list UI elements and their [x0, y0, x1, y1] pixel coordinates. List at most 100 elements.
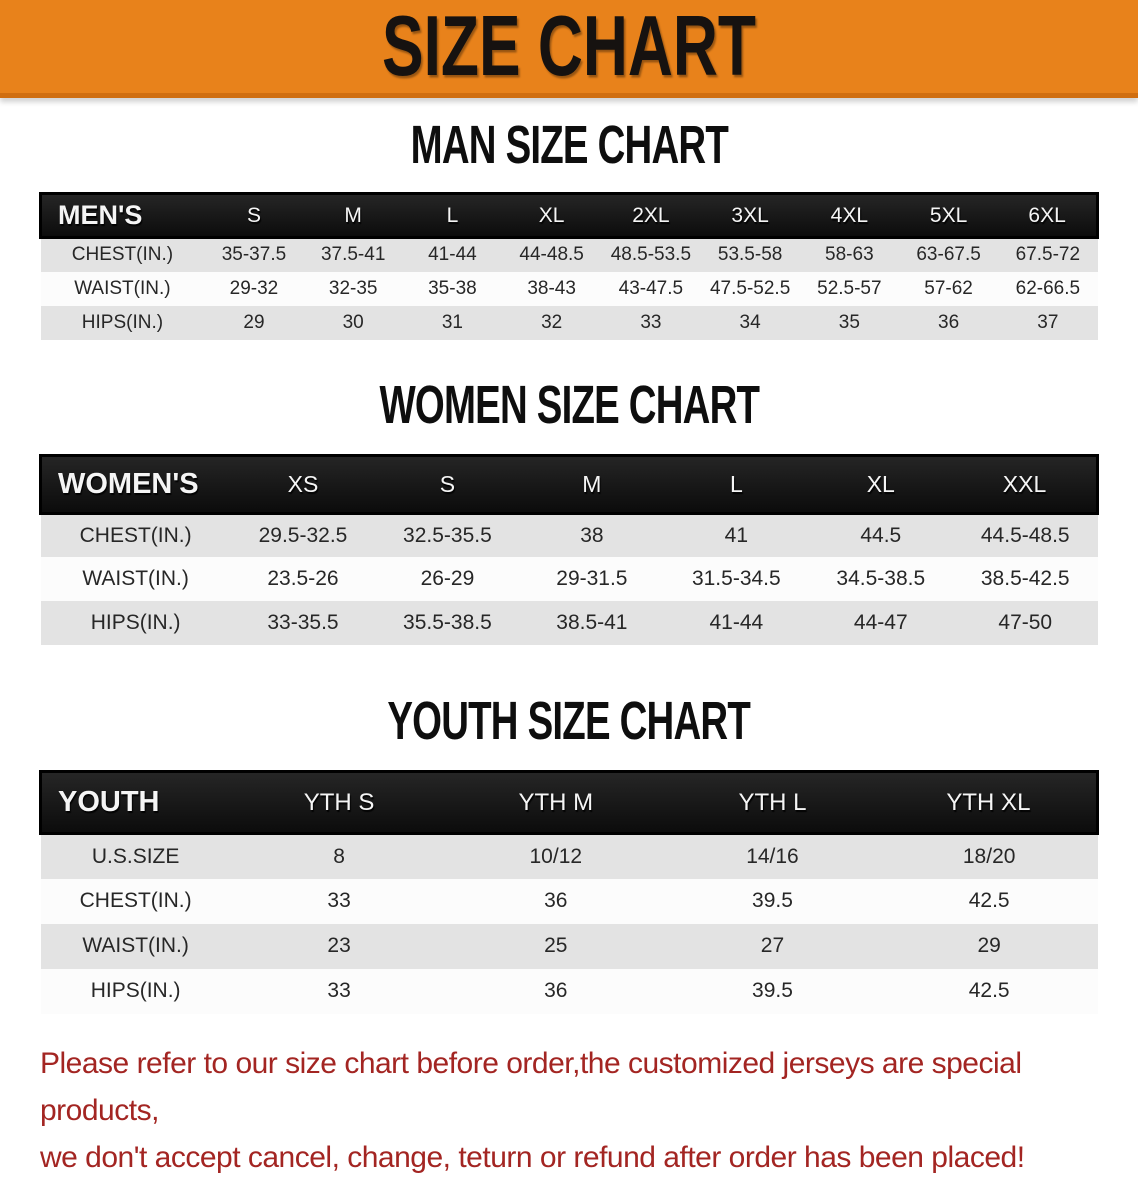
column-header: XL	[502, 192, 602, 239]
column-header: M	[303, 192, 403, 239]
table-row: WAIST(IN.) 23.5-26 26-29 29-31.5 31.5-34.5 34…	[40, 557, 1098, 601]
size-value: 32-35	[328, 277, 378, 299]
size-value: 38.5-41	[556, 611, 628, 634]
section-youth: YOUTH SIZE CHART YOUTH YTH S YTH M YTH L YTH…	[0, 691, 1138, 1014]
size-value: 10/12	[529, 844, 583, 868]
size-value: 58-63	[825, 244, 874, 266]
size-value: 33	[640, 311, 662, 333]
column-header: 5XL	[898, 192, 999, 239]
column-header: L	[664, 453, 809, 515]
column-header: 4XL	[799, 192, 899, 239]
disclaimer-line-1: Please refer to our size chart before or…	[40, 1046, 1022, 1127]
size-value: 62-66.5	[1015, 277, 1081, 299]
section-women: WOMEN SIZE CHART WOMEN'S XS S M L XL XXL CHEST(…	[0, 375, 1138, 645]
size-value: 33-35.5	[267, 611, 339, 634]
size-value: 34.5-38.5	[836, 567, 926, 590]
size-value: 57-62	[924, 277, 973, 299]
column-header: YTH XL	[880, 770, 1099, 835]
size-value: 18/20	[962, 844, 1016, 868]
youth-section-title: YOUTH SIZE CHART	[387, 691, 751, 752]
size-value: 38	[580, 523, 604, 547]
column-header: S	[375, 453, 520, 515]
column-header: YTH M	[447, 770, 665, 835]
size-value: 47.5-52.5	[709, 277, 791, 299]
size-value: 23.5-26	[267, 567, 339, 590]
table-row: CHEST(IN.) 33 36 39.5 42.5	[40, 878, 1098, 924]
table-row: HIPS(IN.) 33 36 39.5 42.5	[40, 968, 1098, 1014]
size-value: 67.5-72	[1015, 244, 1081, 266]
column-header: L	[402, 192, 503, 239]
table-row: CHEST(IN.) 35-37.5 37.5-41 41-44 44-48.5 48.5…	[40, 237, 1098, 272]
table-row: WAIST(IN.) 23 25 27 29	[40, 923, 1098, 969]
size-value: 48.5-53.5	[610, 244, 692, 266]
table-row: HIPS(IN.) 29 30 31 32 33 34 35 36 37	[40, 305, 1098, 340]
size-value: 36	[544, 979, 568, 1002]
men-section-heading: MAN SIZE CHART	[0, 115, 1138, 176]
row-label: WAIST(IN.)	[82, 567, 189, 590]
table-row: U.S.SIZE 8 10/12 14/16 18/20	[40, 833, 1098, 879]
size-value: 44-48.5	[519, 244, 584, 266]
size-value: 27	[760, 934, 785, 957]
table-header-label: YOUTH	[38, 770, 231, 835]
size-value: 52.5-57	[817, 277, 882, 299]
size-value: 14/16	[746, 844, 799, 868]
column-header: 2XL	[601, 192, 701, 239]
row-label: U.S.SIZE	[91, 844, 180, 868]
row-label: CHEST(IN.)	[71, 244, 174, 266]
youth-section-heading: YOUTH SIZE CHART	[0, 691, 1138, 752]
row-label: HIPS(IN.)	[81, 311, 164, 333]
size-value: 29-31.5	[556, 567, 628, 590]
size-value: 29	[243, 311, 265, 333]
size-value: 36	[938, 311, 960, 333]
column-header: XXL	[953, 453, 1100, 515]
row-label: WAIST(IN.)	[82, 934, 189, 957]
size-value: 42.5	[968, 889, 1010, 912]
table-row: HIPS(IN.) 33-35.5 35.5-38.5 38.5-41 41-44 44-…	[40, 601, 1098, 645]
size-value: 39.5	[752, 979, 793, 1002]
size-value: 33	[327, 979, 351, 1002]
size-value: 30	[342, 311, 364, 333]
table-header-row: YOUTH YTH S YTH M YTH L YTH XL	[38, 770, 1099, 835]
disclaimer: Please refer to our size chart before or…	[0, 1040, 1138, 1181]
column-header: XL	[808, 453, 954, 515]
size-value: 35-37.5	[221, 244, 287, 266]
size-value: 47-50	[998, 611, 1053, 634]
table-header-row: MEN'S S M L XL 2XL 3XL 4XL 5XL 6XL	[39, 192, 1100, 239]
row-label: CHEST(IN.)	[79, 523, 192, 547]
size-value: 35-38	[428, 277, 477, 299]
column-header: 3XL	[700, 192, 800, 239]
column-header: M	[519, 453, 665, 515]
column-header: YTH L	[664, 770, 881, 835]
size-value: 35	[838, 311, 860, 333]
row-label: WAIST(IN.)	[74, 277, 171, 299]
section-men: MAN SIZE CHART MEN'S S M L XL 2XL 3XL 4XL 5XL 6XL…	[0, 115, 1138, 340]
size-value: 34	[739, 311, 761, 333]
size-value: 39.5	[752, 889, 793, 912]
table-header-row: WOMEN'S XS S M L XL XXL	[38, 453, 1100, 515]
table-header-label: MEN'S	[39, 192, 205, 239]
banner: SIZE CHART	[0, 0, 1138, 98]
row-label: CHEST(IN.)	[79, 889, 192, 912]
banner-title: SIZE CHART	[382, 0, 756, 95]
column-header: XS	[230, 453, 376, 515]
men-section-title: MAN SIZE CHART	[410, 115, 728, 176]
size-value: 43-47.5	[618, 277, 684, 299]
column-header: YTH S	[230, 770, 448, 835]
women-size-table: WOMEN'S XS S M L XL XXL CHEST(IN.) 29.5-32.5 32.5…	[38, 453, 1100, 645]
size-value: 29	[977, 934, 1001, 957]
size-value: 31	[441, 311, 463, 333]
size-value: 31.5-34.5	[691, 567, 781, 590]
size-value: 36	[544, 889, 568, 912]
size-value: 23	[327, 934, 351, 957]
women-section-heading: WOMEN SIZE CHART	[0, 375, 1138, 435]
size-value: 44.5-48.5	[980, 523, 1070, 547]
women-section-title: WOMEN SIZE CHART	[379, 375, 760, 435]
size-value: 32	[541, 311, 563, 333]
size-value: 26-29	[420, 567, 475, 590]
row-label: HIPS(IN.)	[90, 611, 181, 634]
size-value: 33	[327, 889, 351, 912]
disclaimer-line-2: we don't accept cancel, change, teturn o…	[40, 1140, 1025, 1174]
size-value: 44-47	[853, 611, 908, 634]
size-charts: MAN SIZE CHART MEN'S S M L XL 2XL 3XL 4XL 5XL 6XL…	[0, 115, 1138, 1014]
size-value: 41-44	[709, 611, 764, 634]
